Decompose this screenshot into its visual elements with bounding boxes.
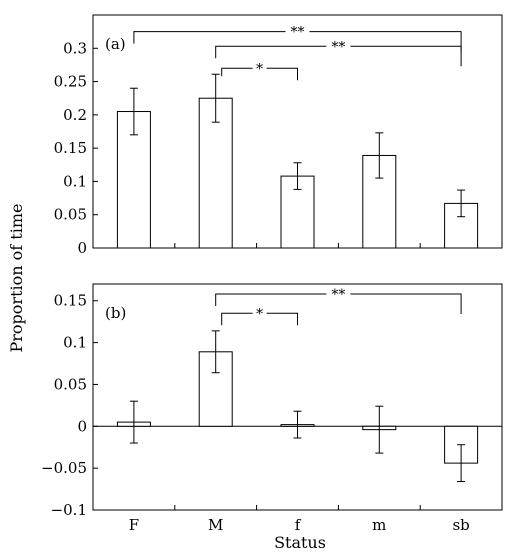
panel-label-b: (b) bbox=[105, 304, 126, 322]
y-tick-label-a: 0.15 bbox=[54, 139, 87, 157]
y-tick-label-b: −0.1 bbox=[51, 501, 87, 519]
y-tick-label-a: 0.2 bbox=[63, 106, 87, 124]
y-tick-label-a: 0.3 bbox=[63, 39, 87, 57]
y-tick-label-b: 0.15 bbox=[54, 292, 87, 310]
y-tick-label-b: 0.05 bbox=[54, 375, 87, 393]
significance-bracket-b bbox=[221, 312, 298, 326]
y-tick-label-a: 0.25 bbox=[54, 73, 87, 91]
panels-root: 00.050.10.150.20.250.3 (a)*****−0.1−0.050… bbox=[41, 14, 503, 534]
y-tick-label-b: 0.1 bbox=[63, 334, 87, 352]
y-tick-label-a: 0.05 bbox=[54, 206, 87, 224]
significance-bracket-a bbox=[221, 67, 298, 81]
y-tick-label-a: 0.1 bbox=[63, 172, 87, 190]
x-tick-label-F: F bbox=[129, 516, 139, 534]
significance-bracket-a bbox=[133, 31, 462, 52]
x-tick-label-sb: sb bbox=[452, 516, 469, 534]
x-tick-label-f: f bbox=[295, 516, 302, 534]
bar-a-M bbox=[198, 97, 233, 249]
x-axis-title: Status bbox=[274, 533, 326, 552]
y-tick-label-b: 0 bbox=[77, 417, 87, 435]
significance-label-a: ** bbox=[291, 25, 305, 41]
significance-bracket-a bbox=[215, 45, 462, 67]
significance-label-b: * bbox=[256, 306, 263, 322]
significance-bracket-b bbox=[215, 293, 462, 315]
y-tick-label-b: −0.05 bbox=[41, 459, 87, 477]
y-axis-title: Proportion of time bbox=[7, 204, 26, 353]
panel-a: 00.050.10.150.20.250.3 (a)***** bbox=[54, 14, 503, 257]
y-tick-label-a: 0 bbox=[77, 239, 87, 257]
x-tick-label-m: m bbox=[372, 516, 386, 534]
significance-label-b: ** bbox=[331, 287, 345, 303]
x-tick-label-M: M bbox=[208, 516, 223, 534]
plot-frame-b bbox=[92, 283, 503, 511]
panel-label-a: (a) bbox=[105, 35, 126, 53]
significance-label-a: * bbox=[256, 61, 263, 77]
significance-label-a: ** bbox=[331, 39, 345, 55]
